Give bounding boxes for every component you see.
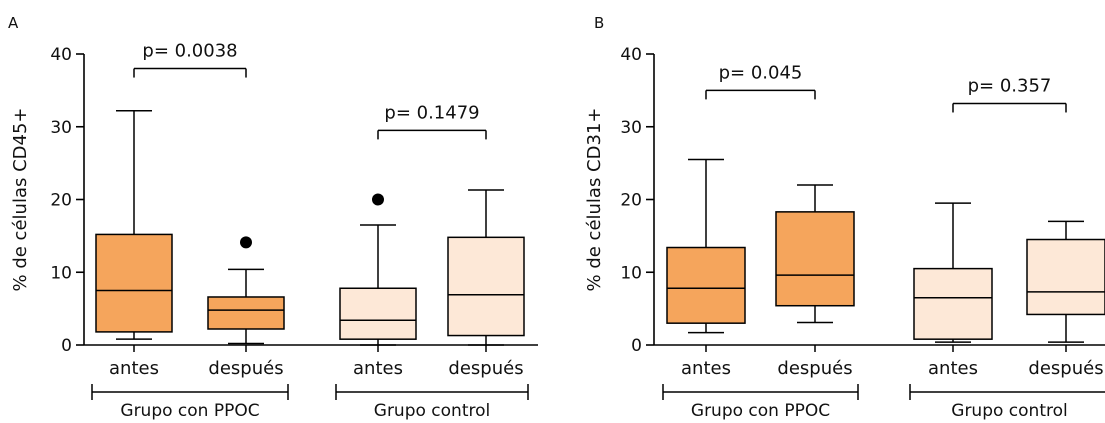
y-tick-label: 10	[50, 263, 72, 283]
p-value-label: p= 0.1479	[384, 102, 479, 123]
group-label: Grupo con PPOC	[691, 401, 830, 421]
box-3	[913, 202, 993, 343]
iqr-box	[1026, 238, 1105, 316]
iqr-box	[775, 211, 855, 307]
p-value-label: p= 0.0038	[142, 41, 237, 62]
y-tick-label: 10	[620, 263, 642, 283]
category-label: antes	[109, 358, 159, 379]
outlier-point	[372, 193, 384, 206]
y-axis-label: % de células CD31+	[584, 108, 605, 292]
p-value-label: p= 0.045	[719, 62, 803, 83]
box-1	[666, 158, 746, 334]
significance-annotation-2: p= 0.357	[952, 75, 1067, 113]
box-4	[447, 189, 525, 346]
y-tick-label: 40	[50, 45, 72, 65]
y-tick-label: 30	[620, 118, 642, 138]
category-label: antes	[681, 358, 731, 379]
group-label: Grupo control	[374, 401, 490, 421]
iqr-box	[95, 233, 173, 333]
outlier-point	[240, 236, 252, 249]
category-label: después	[1028, 358, 1103, 379]
y-tick-label: 30	[50, 118, 72, 138]
iqr-box	[913, 267, 993, 340]
group-bracket-2: Grupo control	[909, 384, 1105, 421]
panel-a: A 0 10 20 30 40 % de células CD45+ antes después…	[8, 14, 538, 421]
box-1	[95, 109, 173, 340]
box-4	[1026, 220, 1105, 343]
box-2	[775, 184, 855, 324]
panel-b: B 0 10 20 30 40 % de células CD31+ antes después…	[584, 14, 1105, 421]
y-tick-label: 0	[631, 336, 642, 356]
category-label: antes	[353, 358, 403, 379]
panel-label: A	[8, 14, 19, 32]
group-bracket-1: Grupo con PPOC	[662, 384, 859, 421]
p-value-label: p= 0.357	[968, 75, 1052, 96]
group-bracket-2: Grupo control	[335, 384, 529, 421]
y-tick-label: 20	[620, 191, 642, 211]
box-3	[339, 193, 417, 346]
group-label: Grupo con PPOC	[120, 401, 259, 421]
iqr-box	[666, 246, 746, 324]
y-tick-label: 20	[50, 191, 72, 211]
group-label: Grupo control	[951, 401, 1067, 421]
category-label: después	[777, 358, 852, 379]
category-label: después	[208, 358, 283, 379]
iqr-box	[447, 236, 525, 337]
category-label: después	[448, 358, 523, 379]
significance-annotation-2: p= 0.1479	[377, 102, 487, 140]
significance-annotation-1: p= 0.0038	[133, 41, 247, 78]
significance-annotation-1: p= 0.045	[705, 62, 816, 100]
iqr-box	[339, 287, 417, 340]
category-label: antes	[928, 358, 978, 379]
y-tick-label: 0	[61, 336, 72, 356]
panel-label: B	[594, 14, 604, 32]
y-axis-label: % de células CD45+	[10, 108, 31, 292]
iqr-box	[207, 296, 285, 330]
box-2	[207, 236, 285, 345]
y-tick-label: 40	[620, 45, 642, 65]
group-bracket-1: Grupo con PPOC	[91, 384, 289, 421]
